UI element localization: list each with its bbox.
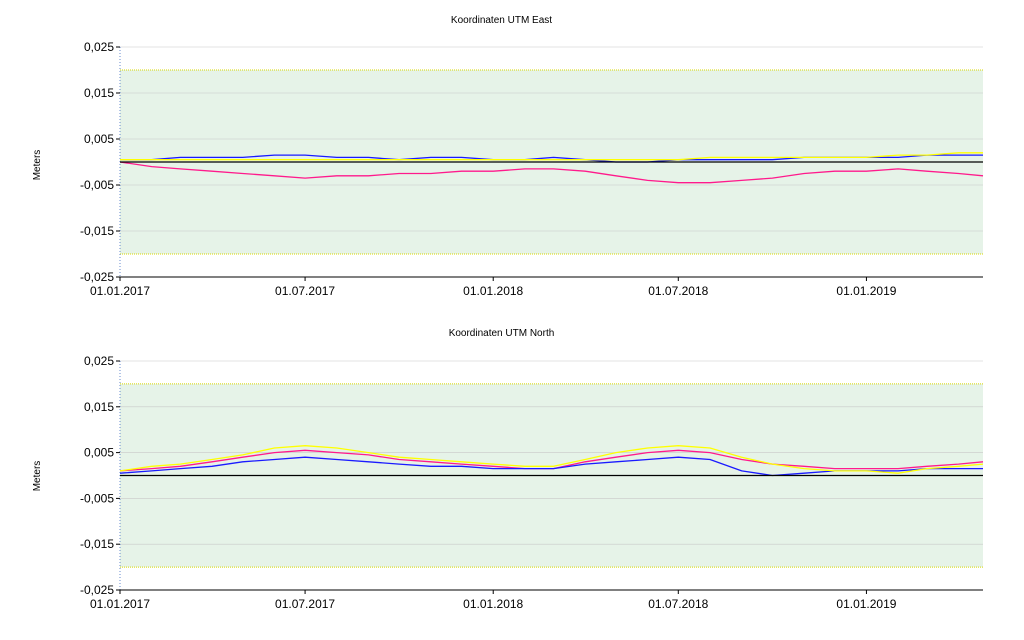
x-tick-label: 01.01.2017: [90, 284, 150, 298]
y-tick-label: 0,025: [84, 40, 114, 54]
x-tick-label: 01.07.2018: [648, 597, 708, 611]
y-tick-label: -0,025: [80, 270, 114, 284]
x-tick-label: 01.01.2019: [836, 597, 896, 611]
y-axis-label: Meters: [32, 150, 43, 181]
y-tick-label: 0,025: [84, 354, 114, 368]
x-tick-label: 01.07.2017: [275, 597, 335, 611]
chart-title: Koordinaten UTM East: [451, 15, 552, 26]
series-line-3: [119, 445, 984, 474]
x-tick-label: 01.07.2017: [275, 284, 335, 298]
y-axis-label: Meters: [32, 461, 43, 492]
y-tick-label: -0,015: [80, 537, 114, 551]
y-tick-label: -0,005: [80, 491, 114, 505]
chart-title: Koordinaten UTM North: [449, 328, 555, 339]
y-tick-label: 0,015: [84, 86, 114, 100]
x-tick-label: 01.07.2018: [648, 284, 708, 298]
y-tick-label: -0,015: [80, 224, 114, 238]
x-tick-label: 01.01.2018: [463, 284, 523, 298]
x-tick-label: 01.01.2017: [90, 597, 150, 611]
x-tick-label: 01.01.2019: [836, 284, 896, 298]
y-tick-label: 0,005: [84, 446, 114, 460]
chart-2: 0,0250,0150,005-0,005-0,015-0,02501.01.2…: [32, 328, 984, 611]
y-tick-label: 0,005: [84, 132, 114, 146]
series-line-1: [119, 161, 984, 184]
x-tick-label: 01.01.2018: [463, 597, 523, 611]
series-line-3: [120, 152, 983, 161]
chart-1: 0,0250,0150,005-0,005-0,015-0,02501.01.2…: [32, 15, 984, 298]
y-tick-label: -0,025: [80, 583, 114, 597]
y-tick-label: 0,015: [84, 400, 114, 414]
y-tick-label: -0,005: [80, 178, 114, 192]
